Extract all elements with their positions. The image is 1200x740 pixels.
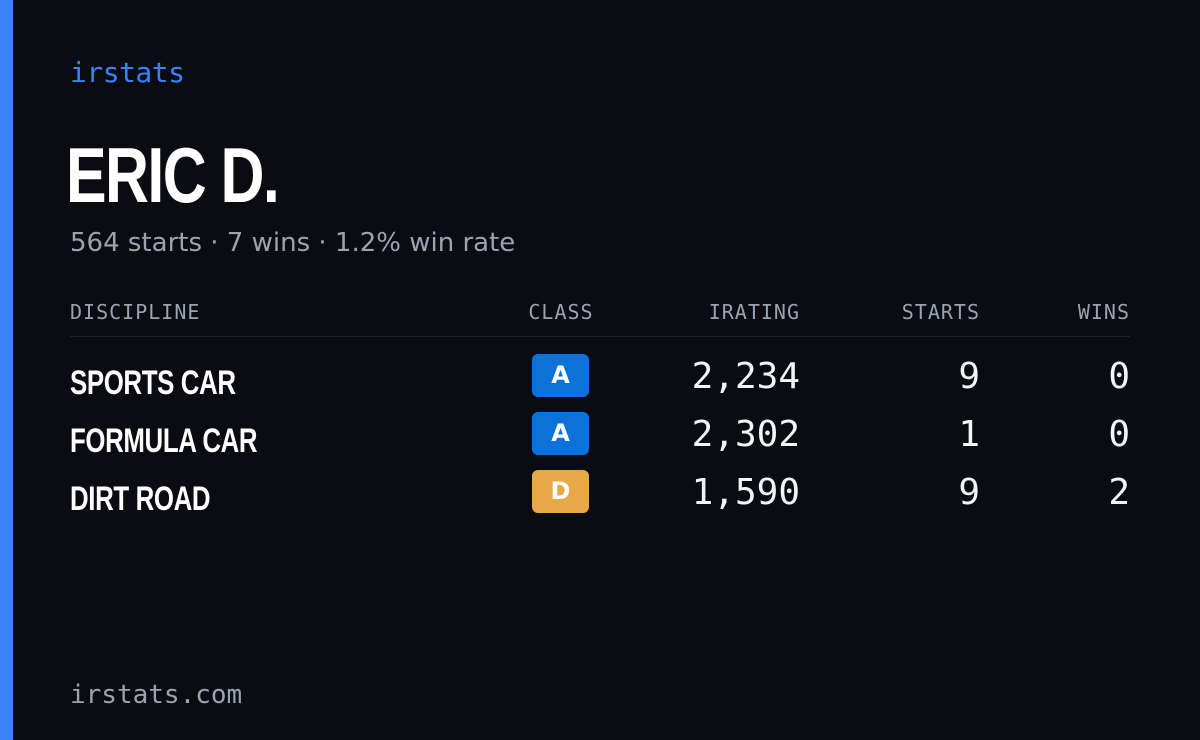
starts-summary: 564 starts [70, 228, 202, 258]
driver-summary: 564 starts · 7 wins · 1.2% win rate [70, 228, 515, 258]
table-header: DISCIPLINE CLASS IRATING STARTS WINS [70, 300, 1130, 337]
brand-logo: irstats [70, 56, 185, 89]
wins-value: 0 [1108, 356, 1130, 397]
discipline-name: FORMULA CAR [70, 422, 258, 460]
starts-value: 9 [958, 472, 980, 513]
header-starts: STARTS [901, 300, 980, 324]
irating-value: 2,302 [691, 414, 800, 455]
separator: · [318, 228, 327, 258]
header-discipline: DISCIPLINE [70, 300, 201, 324]
class-badge: D [532, 470, 589, 513]
irating-value: 2,234 [691, 356, 800, 397]
header-wins: WINS [1077, 300, 1130, 324]
discipline-name: DIRT ROAD [70, 480, 211, 518]
starts-value: 9 [958, 356, 980, 397]
accent-bar [0, 0, 13, 740]
class-badge: A [532, 354, 589, 397]
wins-summary: 7 wins [226, 228, 311, 258]
table-row: SPORTS CAR A 2,234 9 0 [70, 354, 1130, 404]
starts-value: 1 [958, 414, 980, 455]
header-irating: IRATING [708, 300, 800, 324]
discipline-name: SPORTS CAR [70, 364, 236, 402]
header-class: CLASS [528, 300, 594, 324]
table-row: FORMULA CAR A 2,302 1 0 [70, 412, 1130, 462]
driver-name: ERIC D. [66, 131, 280, 219]
footer-url: irstats.com [70, 680, 243, 710]
wins-value: 0 [1108, 414, 1130, 455]
table-row: DIRT ROAD D 1,590 9 2 [70, 470, 1130, 520]
win-rate-summary: 1.2% win rate [334, 228, 516, 258]
irating-value: 1,590 [691, 472, 800, 513]
class-badge: A [532, 412, 589, 455]
wins-value: 2 [1108, 472, 1130, 513]
separator: · [210, 228, 219, 258]
